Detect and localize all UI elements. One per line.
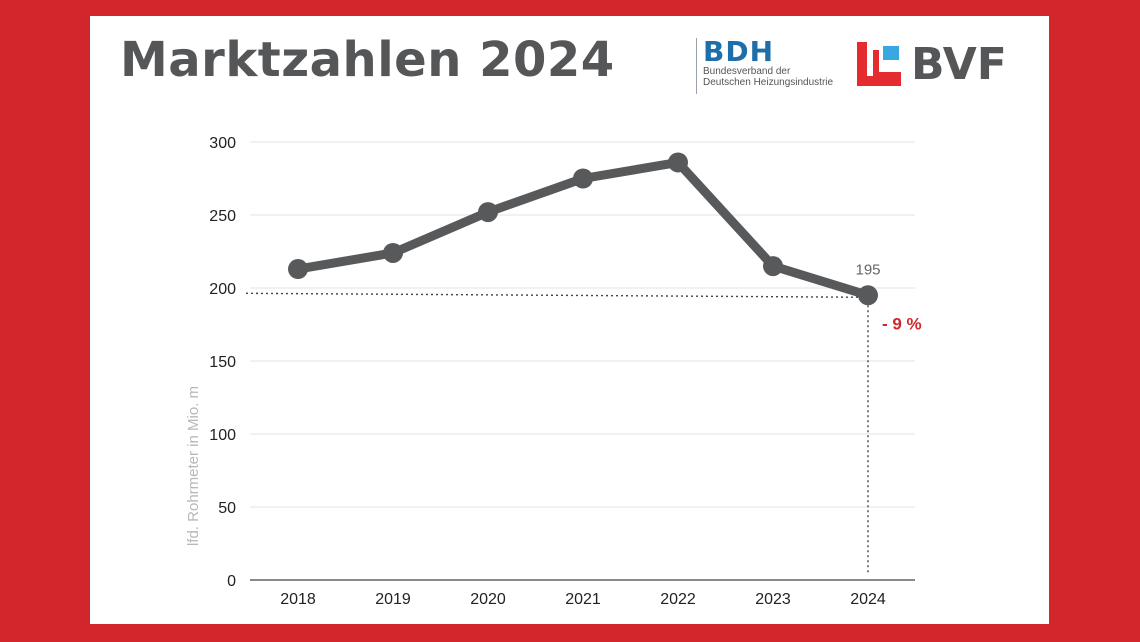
y-tick-label: 150 xyxy=(209,354,236,371)
reference-guides xyxy=(245,292,869,574)
y-axis-label: lfd. Rohrmeter in Mio. m xyxy=(185,386,202,546)
y-tick-label: 300 xyxy=(209,135,236,152)
chart-gridlines xyxy=(250,141,915,581)
y-tick-label: 100 xyxy=(209,427,236,444)
data-point xyxy=(478,202,498,223)
x-tick-label: 2021 xyxy=(565,591,601,608)
value-label-2024: 195 xyxy=(855,261,880,278)
change-label-2024: - 9 % xyxy=(882,314,922,333)
x-tick-label: 2022 xyxy=(660,591,696,608)
data-point xyxy=(288,259,308,280)
x-tick-label: 2024 xyxy=(850,591,886,608)
horizontal-reference-guide xyxy=(245,292,869,298)
x-tick-label: 2018 xyxy=(280,591,316,608)
x-axis-ticks: 2018 2019 2020 2021 2022 2023 2024 xyxy=(280,591,886,608)
y-tick-label: 200 xyxy=(209,281,236,298)
data-point xyxy=(573,168,593,189)
bdh-logo-word: BDH xyxy=(703,35,775,68)
bvf-logo-mark-icon xyxy=(857,42,901,86)
data-point xyxy=(383,242,403,263)
data-point xyxy=(668,152,688,173)
y-tick-label: 0 xyxy=(227,573,236,590)
bvf-logo: BVF xyxy=(857,39,1027,90)
y-axis-ticks: 0 50 100 150 200 250 300 xyxy=(209,135,236,590)
x-tick-label: 2023 xyxy=(755,591,791,608)
chart-card: Marktzahlen 2024 BDH Bundesverband der D… xyxy=(90,16,1049,624)
x-tick-label: 2019 xyxy=(375,591,411,608)
bdh-logo-subtitle-line1: Bundesverband der xyxy=(703,66,791,77)
bdh-logo: BDH Bundesverband der Deutschen Heizungs… xyxy=(696,38,853,94)
x-tick-label: 2020 xyxy=(470,591,506,608)
series-line-group xyxy=(288,152,878,306)
bdh-logo-subtitle-line2: Deutschen Heizungsindustrie xyxy=(703,77,834,88)
y-tick-label: 50 xyxy=(218,500,236,517)
page-title: Marktzahlen 2024 xyxy=(120,32,615,88)
y-tick-label: 250 xyxy=(209,208,236,225)
annotation-labels: 195 - 9 % xyxy=(855,261,921,333)
data-point xyxy=(858,285,878,306)
bvf-logo-word: BVF xyxy=(911,39,1007,90)
data-point xyxy=(763,256,783,277)
